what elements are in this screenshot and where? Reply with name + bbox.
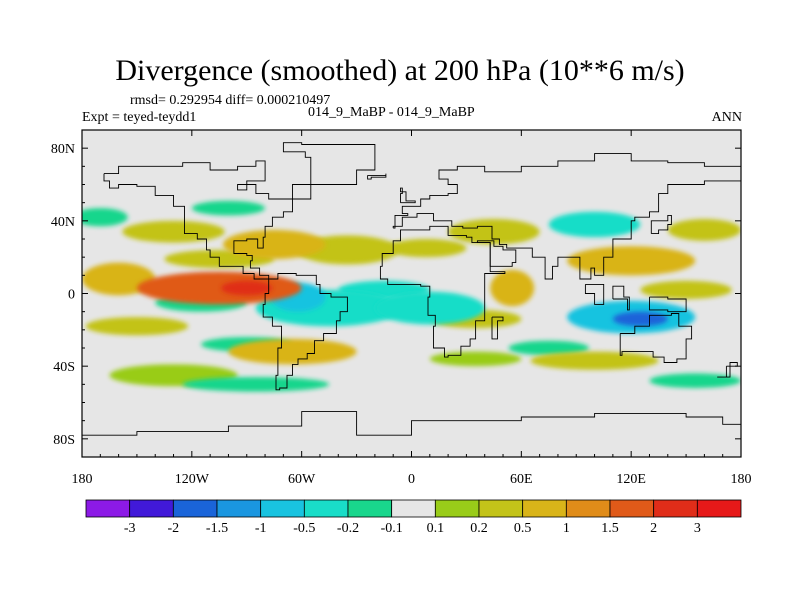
anomaly-region bbox=[222, 229, 326, 259]
y-tick-label: 40S bbox=[53, 360, 75, 375]
anomaly-region bbox=[191, 200, 266, 216]
colorbar-label: 3 bbox=[694, 521, 701, 536]
colorbar-swatch bbox=[391, 499, 436, 518]
anomaly-region bbox=[122, 220, 225, 243]
plot-title: Divergence (smoothed) at 200 hPa (10**6 … bbox=[115, 54, 685, 87]
coastline bbox=[612, 285, 630, 311]
y-tick-label: 40N bbox=[51, 215, 75, 230]
colorbar-swatch bbox=[609, 499, 655, 518]
colorbar-swatch bbox=[347, 499, 393, 518]
experiment-label: Expt = teyed-teydd1 bbox=[82, 110, 197, 125]
anomaly-region bbox=[82, 262, 156, 296]
colorbar-label: 1.5 bbox=[601, 521, 619, 536]
colorbar-swatch bbox=[303, 499, 349, 518]
colorbar-label: 1 bbox=[563, 521, 570, 536]
anomaly-region bbox=[228, 338, 357, 365]
colorbar-label: 0.1 bbox=[427, 521, 445, 536]
anomaly-region bbox=[448, 219, 540, 245]
colorbar-swatch bbox=[85, 499, 131, 518]
colorbar-swatch bbox=[172, 499, 218, 518]
anomaly-region bbox=[667, 219, 741, 241]
coastline bbox=[262, 273, 348, 391]
axis-ticks: 180 120W 60W 0 60E 120E 180 80N 40N 0 40S 80S bbox=[51, 130, 752, 487]
colorbar-swatch bbox=[478, 499, 524, 518]
case-label: 014_9_MaBP - 014_9_MaBP bbox=[308, 105, 475, 120]
x-tick-label: 120E bbox=[616, 472, 646, 487]
coastline bbox=[367, 173, 387, 180]
coastline bbox=[717, 362, 738, 378]
colorbar-swatch bbox=[653, 499, 698, 518]
colorbar-label: -3 bbox=[124, 521, 136, 536]
y-tick-label: 0 bbox=[68, 288, 75, 303]
coastline bbox=[103, 160, 312, 280]
anomaly-region bbox=[182, 377, 330, 392]
colorbar-label: 0.5 bbox=[514, 521, 532, 536]
anomaly-region bbox=[136, 271, 302, 305]
anomaly-region bbox=[82, 208, 128, 227]
x-tick-label: 180 bbox=[731, 472, 752, 487]
season-label: ANN bbox=[711, 110, 742, 125]
anomaly-region bbox=[548, 211, 641, 238]
anomaly-region bbox=[649, 373, 741, 388]
colorbar-label: -0.2 bbox=[337, 521, 359, 536]
coastline bbox=[584, 283, 605, 305]
coastline bbox=[476, 240, 517, 267]
stats-label: rmsd= 0.292954 diff= 0.000210497 bbox=[130, 93, 331, 108]
y-tick-label: 80N bbox=[51, 142, 75, 157]
colorbar-swatch bbox=[434, 499, 480, 518]
colorbar-swatch bbox=[129, 499, 174, 518]
anomaly-region bbox=[429, 351, 522, 367]
coastline bbox=[649, 296, 687, 313]
colorbar-swatch bbox=[696, 499, 742, 518]
anomaly-region bbox=[385, 239, 467, 258]
anomaly-region bbox=[374, 291, 485, 325]
anomaly-region bbox=[508, 340, 590, 356]
colorbar-label: -0.1 bbox=[381, 521, 403, 536]
colorbar-swatch bbox=[216, 499, 262, 518]
y-tick-label: 80S bbox=[53, 433, 75, 448]
anomaly-layer bbox=[82, 200, 741, 392]
colorbar-label: -1.5 bbox=[206, 521, 228, 536]
anomaly-region bbox=[490, 269, 535, 307]
coastline bbox=[82, 411, 741, 436]
anomaly-region bbox=[85, 317, 189, 336]
coastline bbox=[619, 313, 693, 363]
x-tick-label: 60W bbox=[288, 472, 316, 487]
coastline bbox=[650, 214, 672, 235]
x-tick-label: 120W bbox=[175, 472, 210, 487]
anomaly-region bbox=[640, 280, 732, 299]
x-tick-label: 0 bbox=[408, 472, 415, 487]
coastline-layer bbox=[82, 142, 741, 436]
colorbar-swatch bbox=[522, 499, 567, 518]
colorbar-label: 0.2 bbox=[470, 521, 488, 536]
colorbar-label: -0.5 bbox=[293, 521, 315, 536]
anomaly-region bbox=[530, 351, 659, 370]
coastline bbox=[491, 316, 504, 340]
coastline bbox=[392, 153, 741, 280]
colorbar-swatch bbox=[260, 499, 305, 518]
anomaly-region bbox=[567, 246, 696, 276]
x-tick-label: 180 bbox=[72, 472, 93, 487]
colorbar-label: 2 bbox=[650, 521, 657, 536]
anomaly-region bbox=[221, 280, 273, 296]
colorbar: -3 -2 -1.5 -1 -0.5 -0.2 -0.1 0.1 0.2 0.5 1 1.5 2 3 bbox=[85, 499, 742, 536]
colorbar-label: -2 bbox=[167, 521, 179, 536]
coastline bbox=[379, 225, 506, 358]
coastline bbox=[282, 142, 376, 185]
colorbar-swatch bbox=[565, 499, 611, 518]
x-tick-label: 60E bbox=[510, 472, 533, 487]
colorbar-label: -1 bbox=[255, 521, 267, 536]
coastline bbox=[400, 187, 416, 204]
anomaly-region bbox=[612, 311, 668, 327]
